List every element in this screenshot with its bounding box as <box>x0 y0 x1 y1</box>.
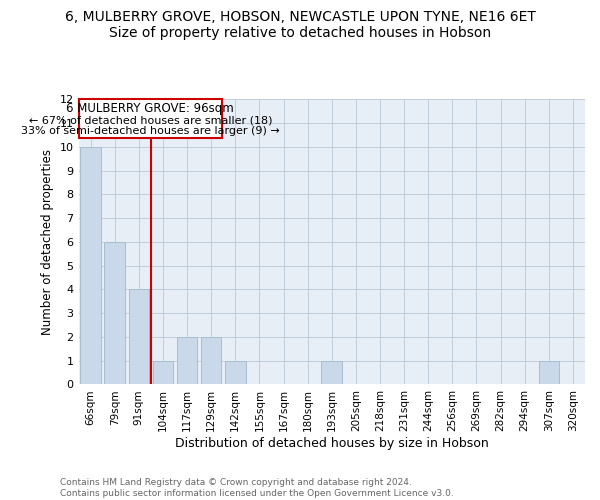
Text: 33% of semi-detached houses are larger (9) →: 33% of semi-detached houses are larger (… <box>21 126 280 136</box>
Bar <box>128 290 149 384</box>
Bar <box>322 360 342 384</box>
Bar <box>104 242 125 384</box>
Bar <box>177 337 197 384</box>
Bar <box>152 360 173 384</box>
Bar <box>225 360 245 384</box>
Bar <box>539 360 559 384</box>
Bar <box>80 146 101 384</box>
Y-axis label: Number of detached properties: Number of detached properties <box>41 149 54 335</box>
FancyBboxPatch shape <box>79 99 222 138</box>
Text: Contains HM Land Registry data © Crown copyright and database right 2024.
Contai: Contains HM Land Registry data © Crown c… <box>60 478 454 498</box>
Text: 6 MULBERRY GROVE: 96sqm: 6 MULBERRY GROVE: 96sqm <box>67 102 234 114</box>
Text: ← 67% of detached houses are smaller (18): ← 67% of detached houses are smaller (18… <box>29 115 272 125</box>
Text: 6, MULBERRY GROVE, HOBSON, NEWCASTLE UPON TYNE, NE16 6ET
Size of property relati: 6, MULBERRY GROVE, HOBSON, NEWCASTLE UPO… <box>65 10 535 40</box>
Bar <box>201 337 221 384</box>
X-axis label: Distribution of detached houses by size in Hobson: Distribution of detached houses by size … <box>175 437 488 450</box>
